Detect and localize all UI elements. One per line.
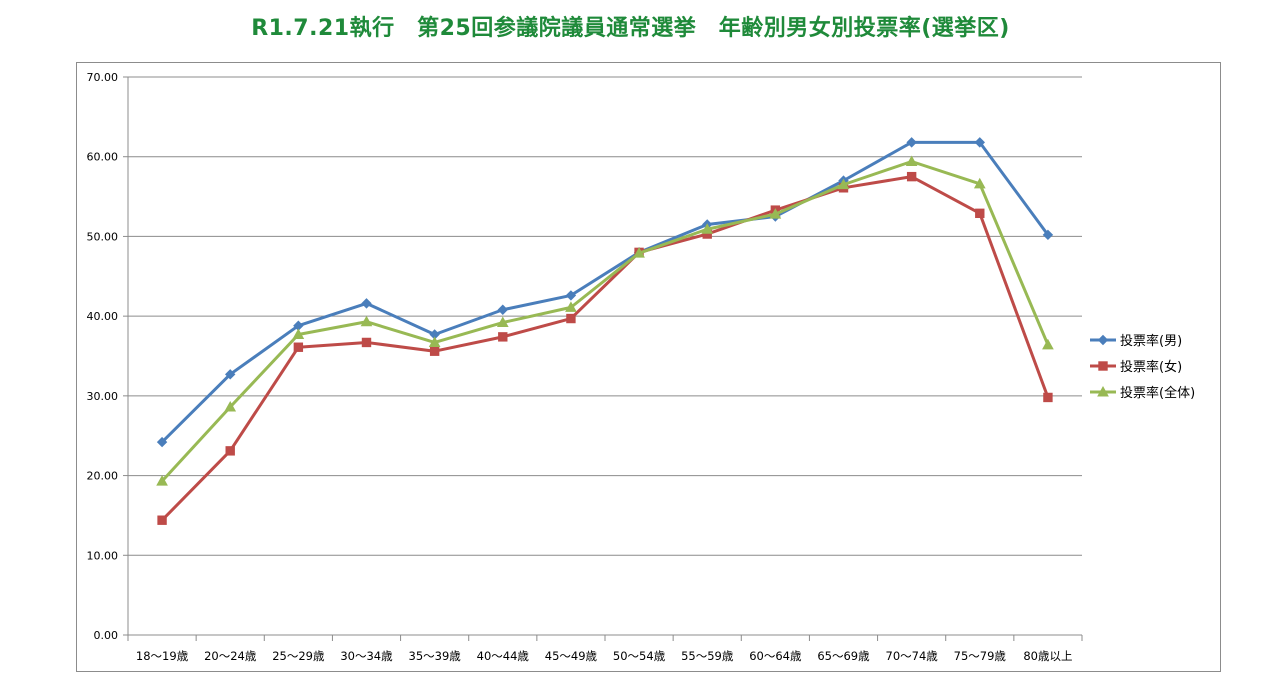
data-point [156, 436, 168, 448]
y-tick-label: 70.00 [87, 71, 119, 84]
x-tick-label: 18〜19歳 [136, 649, 189, 663]
data-point [566, 313, 576, 324]
x-tick-label: 75〜79歳 [954, 649, 1007, 663]
series-line [161, 140, 1050, 444]
x-tick-label: 55〜59歳 [681, 649, 734, 663]
data-point [974, 137, 985, 148]
series-group [156, 137, 1054, 525]
series [156, 155, 1054, 486]
legend-item: 投票率(男) [1090, 333, 1182, 349]
data-point [498, 332, 508, 342]
x-tick-label: 70〜74歳 [886, 649, 939, 663]
legend-item: 投票率(女) [1090, 359, 1182, 375]
data-point [1097, 385, 1109, 397]
series [157, 171, 1053, 525]
x-tick-label: 60〜64歳 [749, 649, 802, 663]
legend: 投票率(男) 投票率(女) 投票率(全体) [1090, 333, 1195, 401]
data-point [429, 346, 440, 356]
data-point [769, 208, 782, 219]
series [156, 137, 1054, 448]
data-point [428, 336, 441, 347]
data-point [157, 515, 167, 525]
data-point [1097, 334, 1109, 346]
y-tick-label: 50.00 [87, 230, 119, 243]
y-axis-ticks: 0.00 10.00 20.00 30.00 40.00 50.00 60.00 70.00 [87, 71, 119, 642]
x-tick-label: 30〜34歳 [340, 649, 393, 663]
x-tick-label: 20〜24歳 [204, 649, 257, 663]
data-point [565, 301, 577, 312]
x-tick-label: 80歳以上 [1023, 649, 1072, 663]
x-tick-label: 50〜54歳 [613, 649, 666, 663]
x-tick-label: 65〜69歳 [817, 649, 870, 663]
x-tick-label: 25〜29歳 [272, 649, 325, 663]
chart-frame [76, 62, 1221, 672]
data-point [701, 223, 714, 234]
data-point [1098, 361, 1108, 371]
data-point [837, 178, 850, 190]
x-tick-label: 40〜44歳 [477, 649, 530, 663]
y-tick-label: 40.00 [87, 310, 119, 323]
data-point [224, 400, 237, 412]
x-axis-ticks: 18〜19歳 20〜24歳 25〜29歳 30〜34歳 35〜39歳 40〜44歳 45〜4… [136, 649, 1073, 663]
x-tick-label: 45〜49歳 [545, 649, 598, 663]
chart-title: R1.7.21執行 第25回参議院議員通常選挙 年齢別男女別投票率(選挙区) [251, 16, 1010, 41]
gridlines [128, 76, 1082, 556]
data-point [360, 315, 373, 327]
data-point [361, 337, 372, 348]
axes [123, 76, 1083, 641]
legend-item: 投票率(全体) [1090, 385, 1195, 401]
data-point [633, 247, 645, 258]
data-point [225, 369, 236, 380]
data-point [1042, 338, 1054, 350]
data-point [1042, 229, 1054, 241]
y-tick-label: 60.00 [87, 151, 119, 164]
series-line [161, 175, 1050, 522]
y-tick-label: 10.00 [87, 549, 119, 562]
data-point [973, 177, 986, 189]
data-point [565, 290, 577, 301]
data-point [361, 298, 372, 309]
y-tick-label: 20.00 [87, 470, 119, 483]
data-point [293, 342, 304, 352]
legend-label: 投票率(全体) [1120, 385, 1195, 401]
legend-label: 投票率(男) [1120, 333, 1182, 349]
legend-label: 投票率(女) [1120, 359, 1182, 375]
data-point [225, 446, 235, 456]
data-point [905, 155, 918, 166]
x-tick-label: 35〜39歳 [409, 649, 462, 663]
data-point [156, 475, 168, 486]
data-point [497, 304, 508, 315]
data-point [292, 328, 305, 339]
data-point [906, 137, 917, 148]
data-point [1043, 392, 1053, 403]
data-point [496, 316, 509, 328]
y-tick-label: 0.00 [94, 629, 119, 642]
data-point [906, 171, 917, 182]
data-point [975, 208, 985, 219]
y-tick-label: 30.00 [87, 390, 119, 403]
series-line [160, 159, 1050, 483]
